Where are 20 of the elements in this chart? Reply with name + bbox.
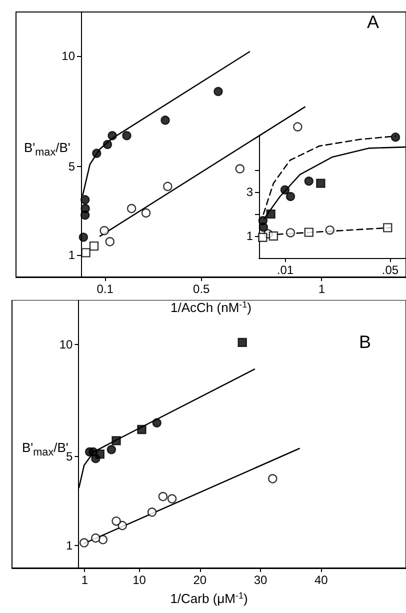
x-tick-label: 0.1 (96, 282, 114, 296)
x-tick-label: 30 (254, 573, 268, 587)
x-tick-label: 1 (318, 282, 326, 296)
y-tick-label: 1 (66, 538, 73, 553)
y-tick-label: 3 (246, 185, 254, 200)
x-tick-label: 1 (81, 573, 88, 587)
chart-title: A (366, 12, 380, 32)
y-tick-label: 1 (68, 248, 76, 262)
x-tick-label: 20 (193, 573, 207, 587)
y-tick-label: 5 (68, 160, 76, 174)
x-tick-label: 0.5 (193, 282, 210, 296)
text: B (358, 332, 372, 352)
x-tick-label: .05 (382, 263, 399, 277)
y-tick-label: 5 (66, 449, 73, 464)
y-tick-label: 10 (59, 338, 73, 352)
y-tick-label: 10 (62, 49, 76, 64)
x-tick-label: 10 (132, 573, 146, 587)
x-tick-label: 40 (314, 573, 328, 587)
x-tick-label: .01 (276, 263, 294, 277)
y-axis-title: B'$_{max}$/B' (24, 140, 70, 159)
